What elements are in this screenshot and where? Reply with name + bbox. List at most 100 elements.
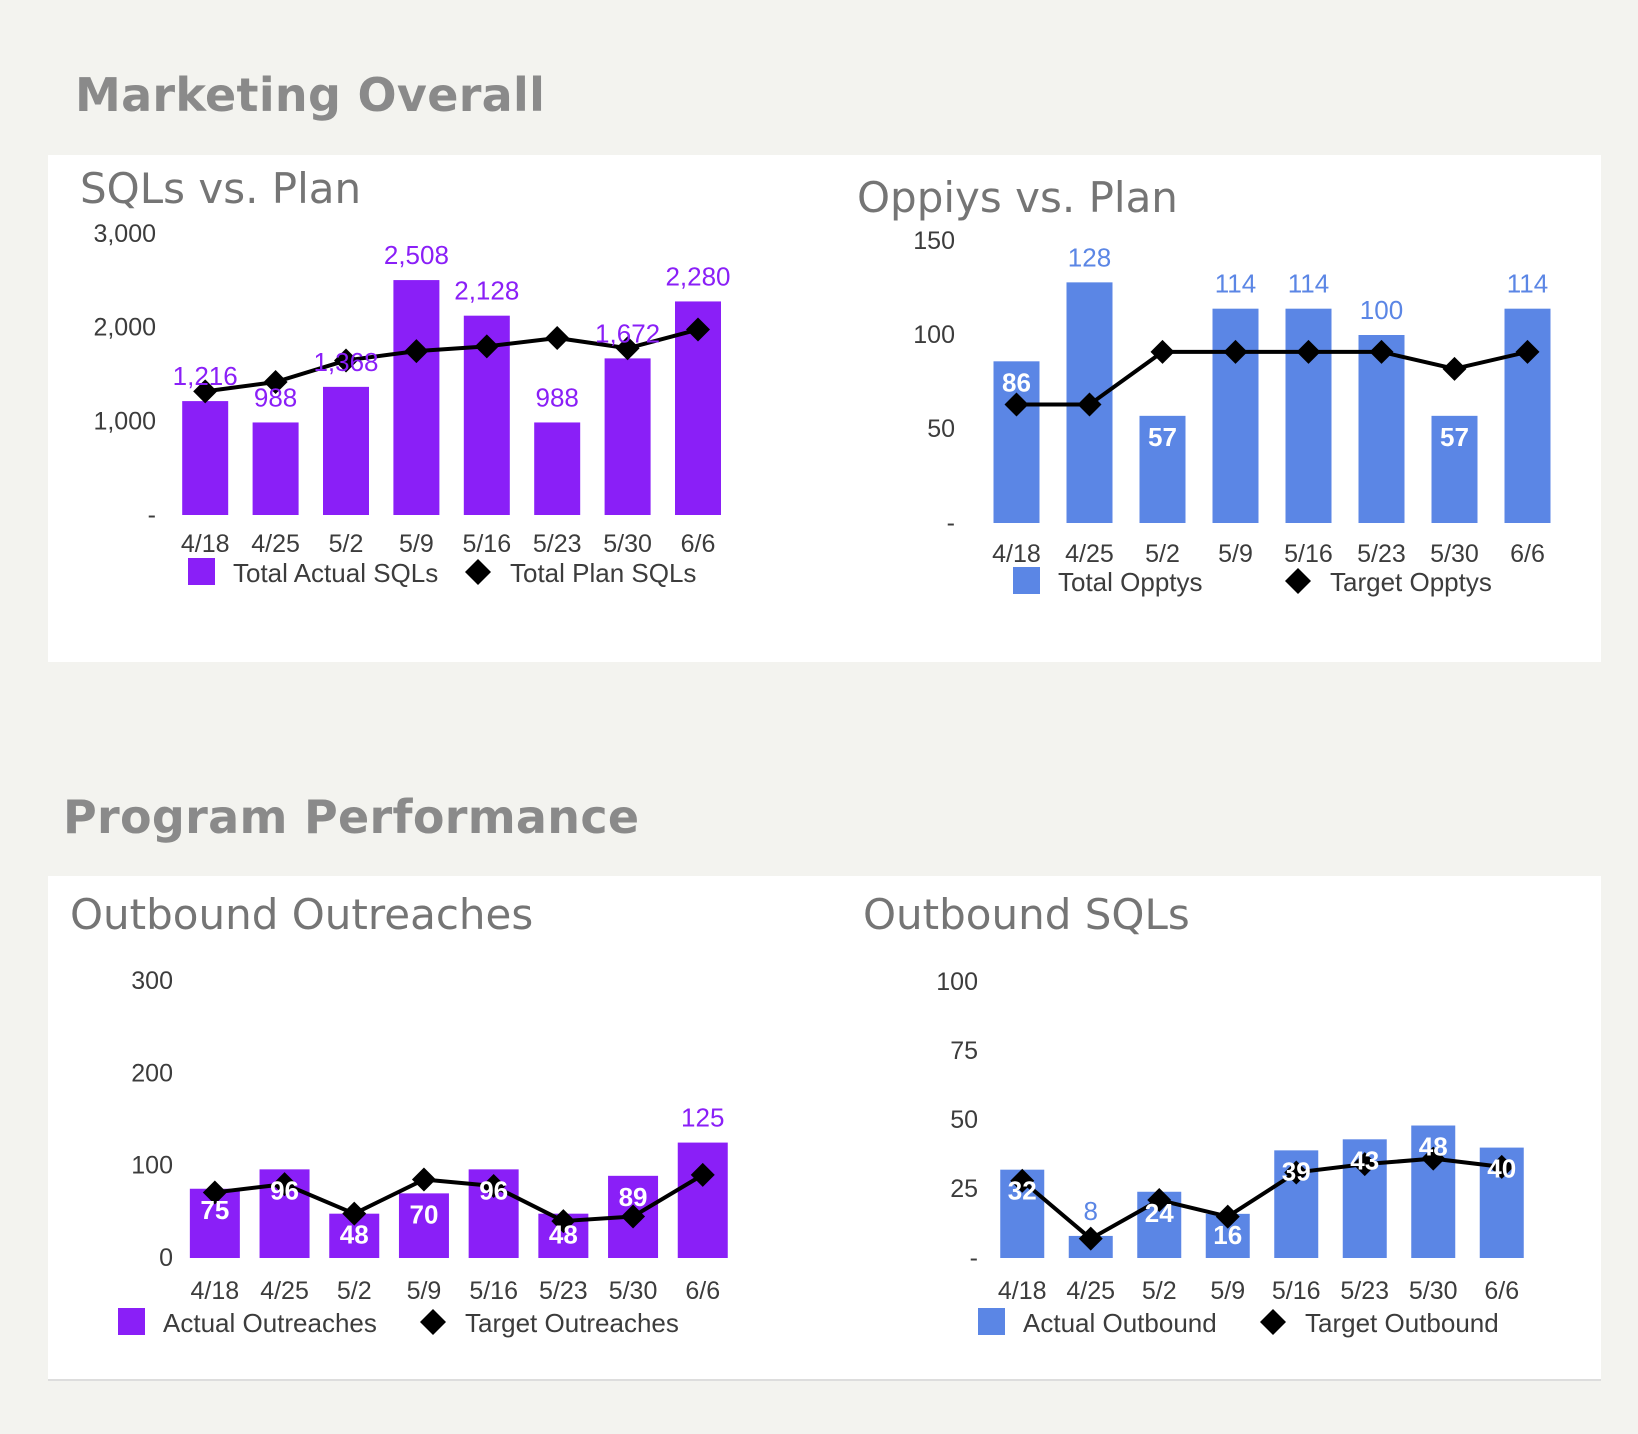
data-label: 96 (270, 1175, 299, 1205)
bar (677, 1142, 728, 1258)
chart-title: Outbound Outreaches (70, 890, 533, 939)
data-label: 114 (1288, 269, 1329, 299)
data-label: 57 (1148, 422, 1177, 452)
x-tick-label: 4/18 (191, 1277, 240, 1305)
data-label: 2,508 (384, 240, 449, 270)
y-tick-label: 50 (927, 415, 955, 443)
target-marker (1296, 339, 1321, 364)
data-label: 1,672 (595, 318, 660, 348)
target-marker (1223, 339, 1248, 364)
chart-title: Oppiys vs. Plan (857, 173, 1178, 222)
target-marker (690, 1162, 715, 1187)
x-tick-label: 5/30 (1409, 1277, 1458, 1305)
target-line (1020, 1156, 1502, 1241)
y-tick-label: 2,000 (93, 314, 156, 342)
data-label: 24 (1145, 1198, 1174, 1228)
x-tick-label: 5/9 (1210, 1277, 1245, 1305)
opptys-vs-plan-chart: Oppiys vs. Plan - 50 100 150 86 128 57 114 114 100… (857, 173, 1551, 597)
target-marker (342, 1201, 367, 1226)
sqls-vs-plan-chart: SQLs vs. Plan - 1,000 2,000 3,000 1,216 988 1,3… (80, 164, 731, 588)
y-tick-label: 200 (131, 1059, 173, 1087)
data-label: 16 (1213, 1220, 1242, 1250)
x-tick-label: 4/25 (260, 1277, 309, 1305)
x-tick-label: 6/6 (1484, 1277, 1519, 1305)
y-tick-label: 50 (950, 1106, 978, 1134)
data-label: 43 (1350, 1145, 1379, 1175)
x-tick-label: 4/18 (998, 1277, 1047, 1305)
data-label: 32 (1008, 1176, 1037, 1206)
target-marker (621, 1204, 646, 1229)
target-marker (1284, 1160, 1309, 1185)
target-marker (334, 348, 358, 373)
data-label: 128 (1068, 242, 1111, 272)
data-label: 86 (1002, 367, 1031, 397)
data-label: 48 (340, 1220, 369, 1250)
legend-label-actual-outbound: Actual Outbound (1023, 1308, 1217, 1338)
bar (993, 361, 1040, 523)
x-tick-label: 4/25 (1065, 540, 1114, 568)
section-title-program-performance: Program Performance (63, 790, 640, 844)
target-marker (202, 1180, 227, 1205)
y-tick-label: 25 (950, 1175, 978, 1203)
legend-swatch-line (1260, 1309, 1286, 1335)
target-marker (1489, 1154, 1514, 1179)
legend-label-actual-outreaches: Actual Outreaches (163, 1308, 377, 1338)
bar (1139, 415, 1186, 523)
outbound-sqls-chart: Outbound SQLs - 25 50 75 100 32 8 24 16 39 43 48 40 4/… (863, 890, 1524, 1338)
y-tick-label: 100 (913, 321, 955, 349)
bar (323, 386, 369, 515)
data-label: 114 (1215, 269, 1256, 299)
program-performance-panel: Outbound Outreaches 0 100 200 300 75 96 48 70 96 4… (48, 876, 1601, 1381)
chart-title: SQLs vs. Plan (80, 164, 361, 213)
legend-label-total-plan-sqls: Total Plan SQLs (510, 558, 696, 588)
x-tick-label: 5/2 (329, 530, 364, 558)
x-tick-label: 5/2 (1142, 1277, 1177, 1305)
x-tick-label: 4/25 (251, 530, 300, 558)
y-tick-label: 3,000 (93, 220, 156, 248)
y-tick-label: - (947, 509, 955, 537)
x-tick-label: 5/16 (469, 1277, 518, 1305)
y-tick-label: 100 (936, 968, 978, 996)
legend-swatch-bar (118, 1308, 145, 1335)
data-label: 1,216 (173, 361, 238, 391)
target-marker (1010, 1168, 1035, 1193)
x-tick-label: 5/23 (1357, 540, 1406, 568)
target-marker (1215, 1204, 1240, 1229)
data-label: 988 (254, 382, 297, 412)
target-marker (1077, 392, 1102, 417)
data-label: 57 (1440, 422, 1469, 452)
target-marker (1004, 392, 1029, 417)
x-tick-label: 4/18 (992, 540, 1041, 568)
target-line (204, 327, 699, 394)
chart-title: Outbound SQLs (863, 890, 1190, 939)
legend-label-target-outbound: Target Outbound (1305, 1308, 1499, 1338)
data-label: 125 (681, 1103, 724, 1133)
y-tick-label: 0 (159, 1244, 173, 1272)
data-label: 1,368 (313, 347, 378, 377)
x-tick-label: 5/30 (1430, 540, 1479, 568)
data-label: 89 (619, 1182, 648, 1212)
target-marker (474, 334, 499, 359)
target-marker (1421, 1146, 1446, 1171)
data-label: 96 (479, 1175, 508, 1205)
x-tick-label: 5/30 (603, 530, 652, 558)
data-label: 100 (1360, 295, 1403, 325)
target-marker (272, 1172, 297, 1197)
data-label: 48 (1419, 1132, 1448, 1162)
data-label: 70 (409, 1199, 438, 1229)
target-marker (615, 336, 640, 361)
y-tick-label: - (148, 501, 156, 529)
x-tick-label: 5/16 (462, 530, 511, 558)
data-label: 2,128 (454, 276, 519, 306)
legend-swatch-line (465, 559, 491, 585)
target-marker (263, 369, 288, 394)
x-tick-label: 5/2 (1145, 540, 1180, 568)
y-tick-label: 75 (950, 1037, 978, 1065)
target-marker (193, 379, 218, 404)
x-tick-label: 4/25 (1066, 1277, 1115, 1305)
y-tick-label: 1,000 (93, 407, 156, 435)
y-tick-label: 150 (913, 227, 955, 255)
target-line (1016, 349, 1528, 407)
bar (182, 401, 229, 515)
x-tick-label: 5/23 (1340, 1277, 1389, 1305)
